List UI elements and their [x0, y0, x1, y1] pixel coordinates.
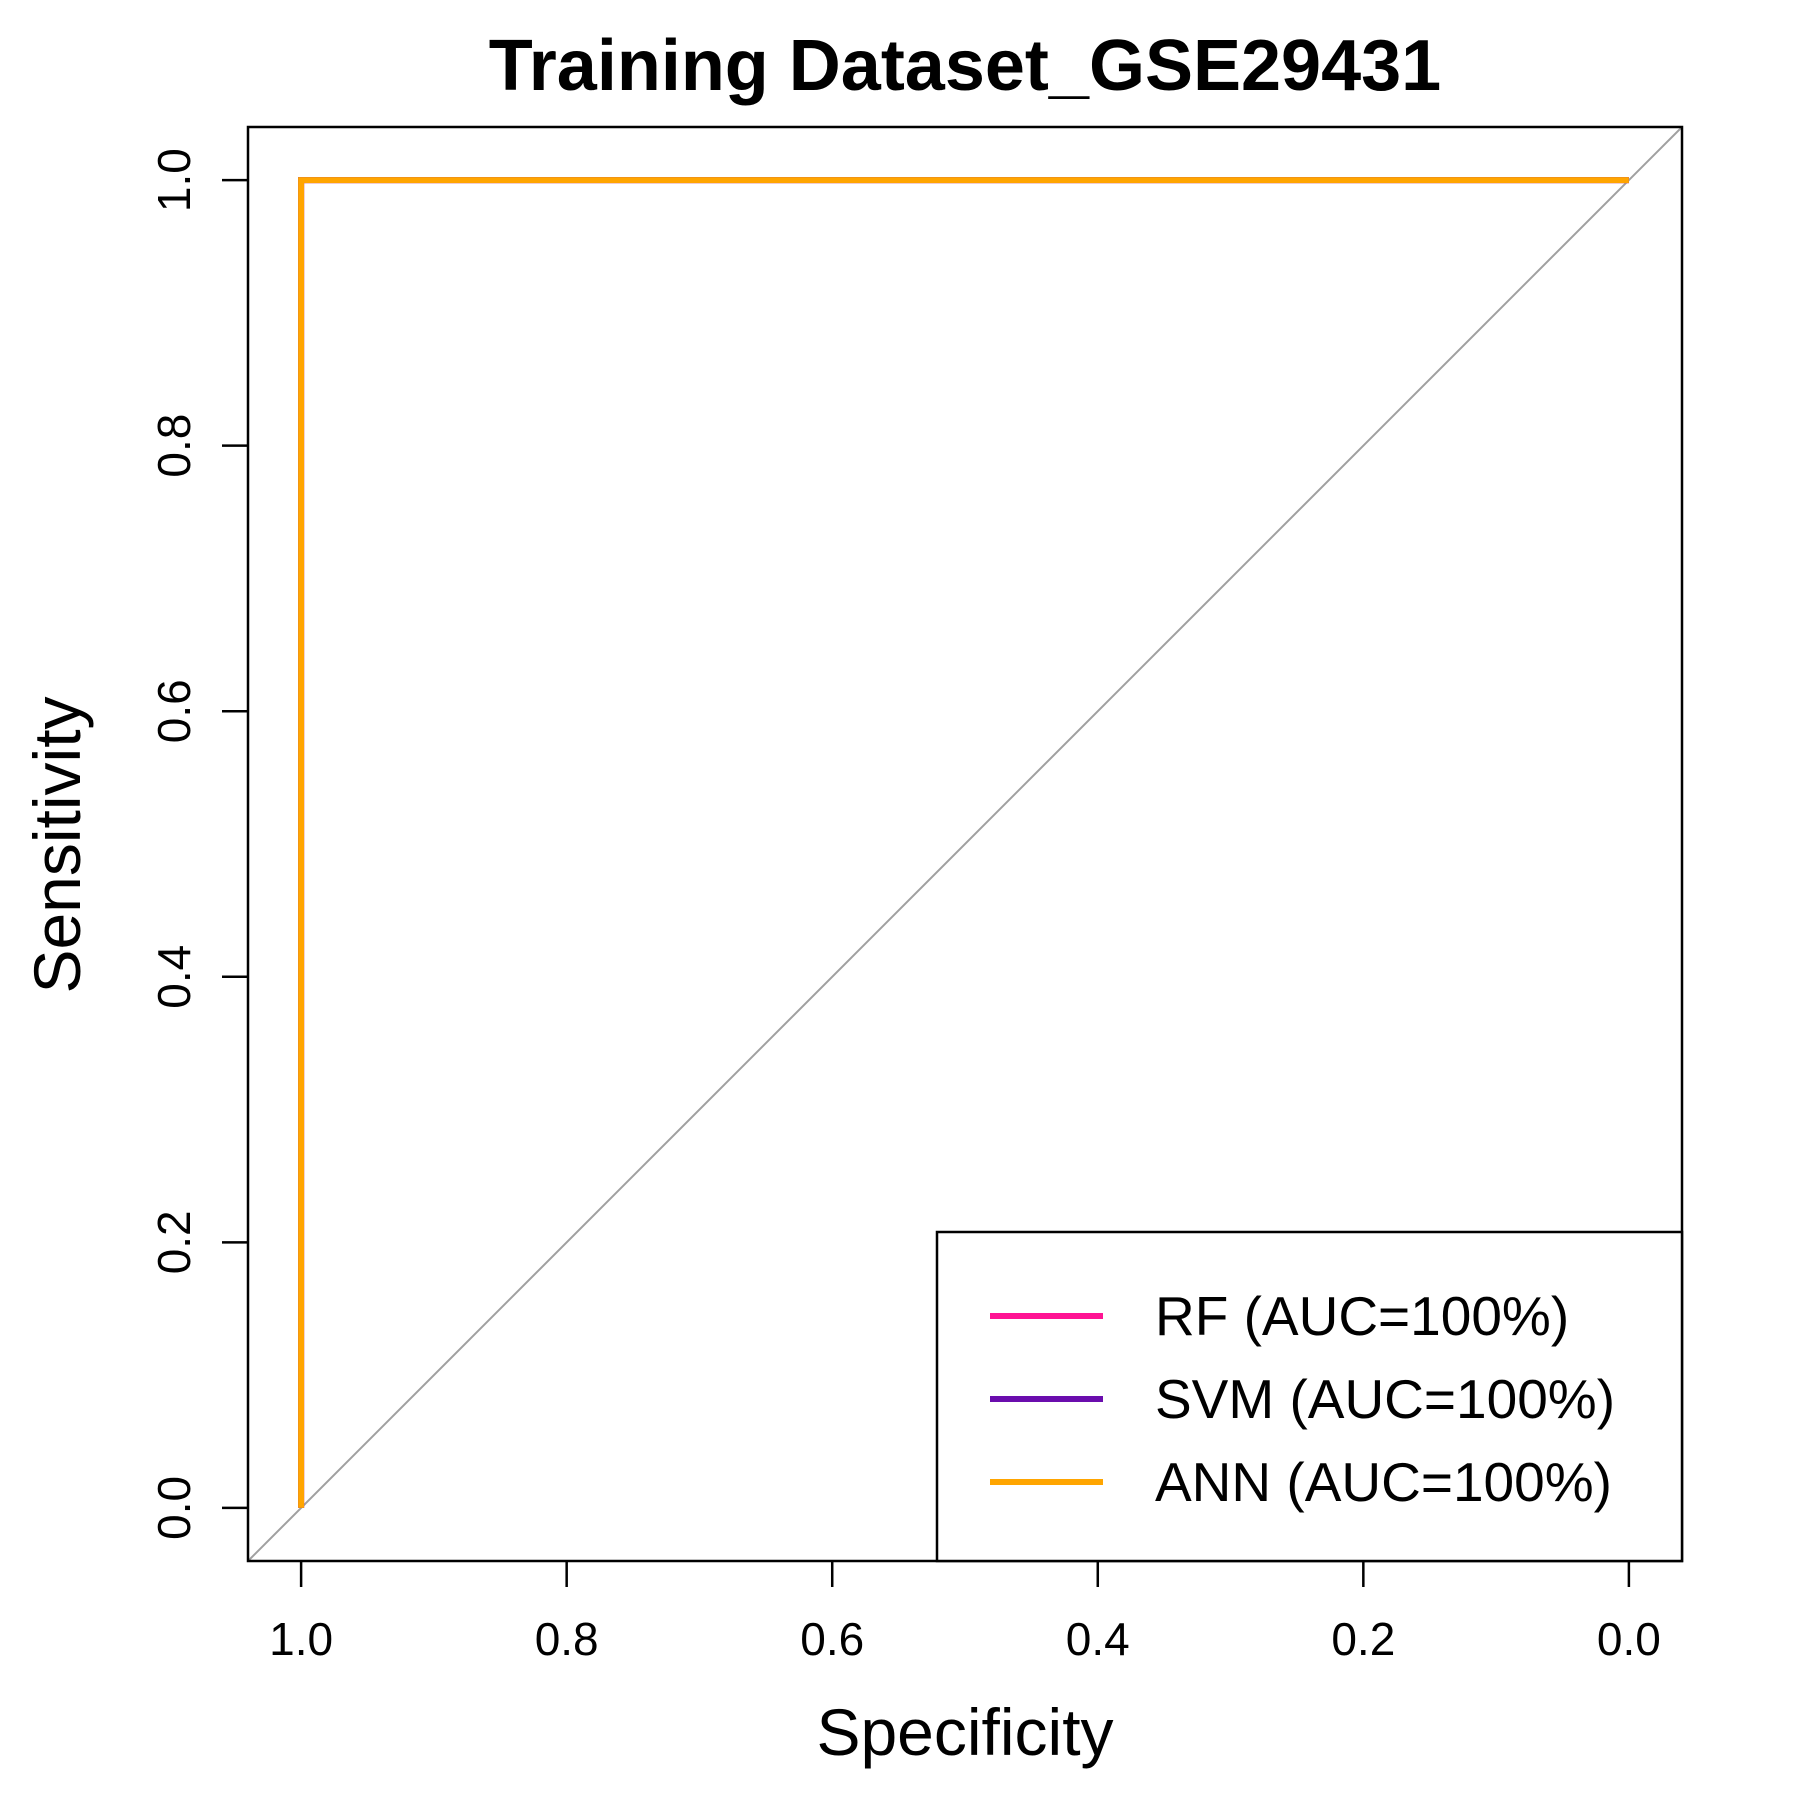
- y-tick-label-5: 1.0: [148, 148, 200, 212]
- y-tick-label-4: 0.8: [148, 414, 200, 478]
- legend-label-2: ANN (AUC=100%): [1155, 1451, 1612, 1513]
- x-tick-label-0: 1.0: [269, 1613, 333, 1665]
- y-tick-label-1: 0.2: [148, 1210, 200, 1274]
- y-axis-title: Sensitivity: [20, 696, 94, 993]
- legend-label-1: SVM (AUC=100%): [1155, 1368, 1615, 1430]
- legend-label-0: RF (AUC=100%): [1155, 1285, 1569, 1347]
- x-tick-label-5: 0.0: [1597, 1613, 1661, 1665]
- x-tick-label-2: 0.6: [800, 1613, 864, 1665]
- x-tick-label-4: 0.2: [1331, 1613, 1395, 1665]
- legend: RF (AUC=100%) SVM (AUC=100%) ANN (AUC=100%…: [935, 1230, 1684, 1563]
- y-tick-label-0: 0.0: [148, 1476, 200, 1540]
- x-tick-label-1: 0.8: [535, 1613, 599, 1665]
- chart-title: Training Dataset_GSE29431: [489, 26, 1441, 106]
- series-line-2: [298, 177, 1629, 1508]
- reference-diagonal-line: [247, 126, 1683, 1562]
- y-tick-label-2: 0.4: [148, 945, 200, 1009]
- x-axis-title: Specificity: [816, 1695, 1113, 1769]
- y-tick-label-3: 0.6: [148, 679, 200, 743]
- plot-area: [247, 126, 1683, 1562]
- x-tick-label-3: 0.4: [1066, 1613, 1130, 1665]
